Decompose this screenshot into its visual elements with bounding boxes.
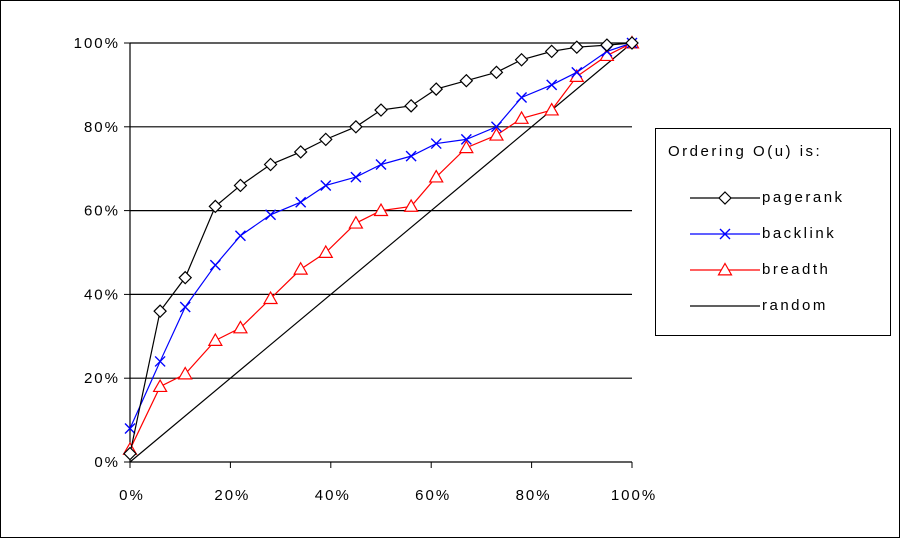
data-point-x	[405, 150, 417, 162]
data-point-diamond	[153, 304, 167, 319]
data-point-diamond	[178, 270, 193, 285]
series-layer	[122, 35, 640, 463]
data-point-x	[375, 159, 387, 171]
data-point-x	[430, 138, 442, 150]
data-point-diamond	[233, 178, 248, 193]
x-tick-label: 80%	[516, 487, 552, 504]
data-point-diamond	[123, 446, 137, 461]
data-point-triangle	[428, 169, 444, 183]
data-point-triangle	[373, 202, 389, 217]
x-tick-label: 100%	[611, 487, 657, 504]
data-point-x	[320, 179, 332, 191]
data-point-triangle	[263, 290, 279, 305]
data-point-diamond	[208, 199, 223, 214]
legend-entry-pagerank: pagerank	[690, 187, 890, 211]
legend-label: pagerank	[762, 189, 845, 206]
legend-entry-backlink: backlink	[690, 223, 890, 247]
legend-entry-random: random	[690, 295, 890, 319]
data-point-triangle	[488, 127, 504, 141]
data-point-triangle	[514, 110, 530, 124]
data-point-diamond	[429, 82, 444, 96]
legend-entry-breadth: breadth	[690, 259, 890, 283]
data-point-x	[350, 171, 362, 183]
data-point-x	[265, 209, 277, 221]
data-point-triangle	[348, 215, 364, 229]
legend-swatch-backlink	[690, 228, 760, 240]
y-tick-label: 100%	[74, 35, 120, 52]
legend-label: breadth	[762, 261, 831, 278]
data-point-diamond	[514, 52, 529, 67]
legend: Ordering O(u) is: pagerank backlink breadt…	[655, 128, 891, 336]
data-point-diamond	[625, 36, 639, 50]
legend-label: backlink	[762, 225, 837, 242]
data-point-triangle	[717, 262, 733, 276]
legend-swatch-pagerank	[690, 191, 760, 205]
data-point-triangle	[152, 378, 168, 393]
axis-layer	[124, 42, 633, 468]
data-point-triangle	[318, 244, 334, 258]
data-point-x	[124, 422, 136, 434]
data-point-triangle	[293, 261, 309, 275]
data-point-diamond	[349, 119, 363, 134]
data-point-x	[546, 79, 558, 91]
data-point-triangle	[544, 102, 560, 116]
legend-label: random	[762, 297, 828, 314]
y-tick-label: 80%	[84, 119, 120, 136]
data-point-diamond	[293, 145, 308, 159]
data-point-x	[295, 196, 307, 208]
legend-title: Ordering O(u) is:	[668, 143, 823, 160]
data-point-diamond	[718, 191, 732, 205]
data-point-x	[719, 228, 731, 240]
x-tick-label: 20%	[214, 487, 250, 504]
data-point-diamond	[489, 65, 504, 80]
data-point-diamond	[318, 132, 333, 147]
data-point-diamond	[374, 103, 388, 117]
series-pagerank	[123, 36, 639, 461]
data-point-triangle	[177, 366, 193, 380]
data-point-x	[234, 230, 246, 242]
data-point-triangle	[207, 332, 223, 346]
data-point-x	[460, 133, 472, 145]
data-point-diamond	[459, 73, 474, 88]
series-breadth	[122, 35, 640, 455]
data-point-triangle	[232, 320, 248, 334]
legend-swatch-breadth	[690, 262, 760, 276]
legend-swatch-random	[690, 305, 760, 307]
y-tick-label: 0%	[94, 454, 120, 471]
data-point-diamond	[263, 157, 278, 172]
tick-layer: 0% 20% 40% 60% 80% 100% 0% 20% 40% 60% 80% 100%	[74, 35, 657, 504]
series-backlink	[124, 37, 638, 434]
series-line-backlink	[129, 42, 633, 429]
x-tick-label: 60%	[415, 487, 451, 504]
y-tick-label: 40%	[84, 286, 120, 303]
data-point-x	[209, 259, 221, 271]
data-point-triangle	[458, 140, 474, 154]
data-point-diamond	[600, 38, 614, 52]
data-point-diamond	[544, 44, 559, 59]
data-point-x	[516, 91, 528, 103]
data-point-diamond	[569, 40, 584, 55]
y-tick-label: 20%	[84, 370, 120, 387]
x-tick-label: 40%	[315, 487, 351, 504]
data-point-x	[179, 301, 191, 313]
data-point-triangle	[403, 198, 419, 212]
data-point-diamond	[404, 99, 418, 113]
y-tick-label: 60%	[84, 203, 120, 220]
data-point-x	[154, 355, 166, 367]
data-point-x	[571, 66, 583, 78]
data-point-x	[490, 121, 502, 133]
x-tick-label: 0%	[119, 487, 145, 504]
